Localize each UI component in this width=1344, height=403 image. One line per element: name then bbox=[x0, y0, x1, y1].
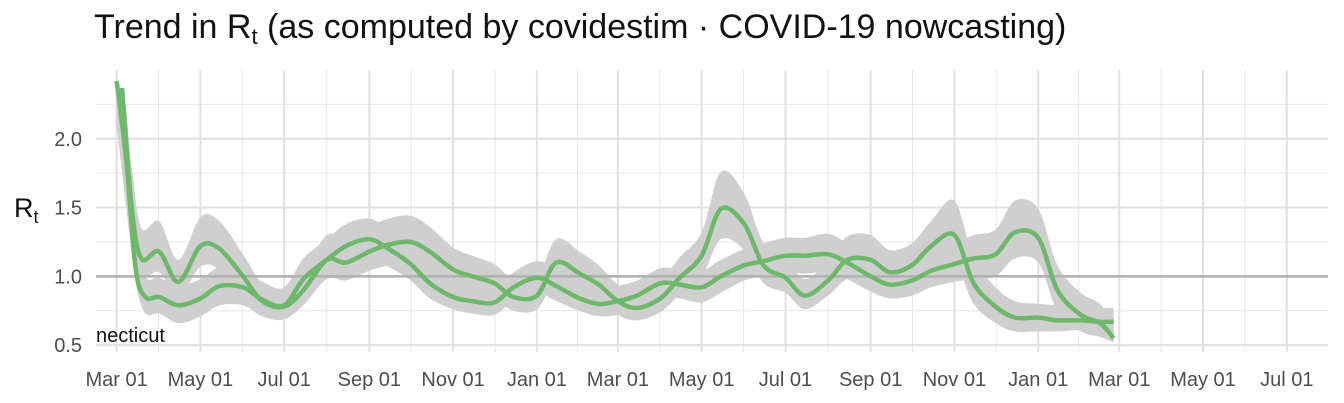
chart-title-subscript: t bbox=[251, 24, 258, 49]
x-tick-label: May 01 bbox=[1170, 369, 1236, 391]
x-tick-label: Nov 01 bbox=[421, 369, 484, 391]
x-tick-label: Jan 01 bbox=[1008, 369, 1068, 391]
x-tick-label: May 01 bbox=[669, 369, 735, 391]
y-tick-labels: 0.5 1.0 1.5 2.0 bbox=[54, 129, 82, 357]
x-tick-label: Sep 01 bbox=[338, 369, 401, 391]
y-tick-label: 1.0 bbox=[54, 266, 82, 288]
y-tick-label: 0.5 bbox=[54, 335, 82, 357]
chart-title-prefix: Trend in R bbox=[94, 8, 252, 46]
x-tick-label: Jul 01 bbox=[257, 369, 310, 391]
x-tick-label: Nov 01 bbox=[923, 369, 986, 391]
y-axis-label: Rt bbox=[14, 193, 39, 228]
series-line bbox=[114, 80, 1116, 340]
x-tick-labels: Mar 01 May 01 Jul 01 Sep 01 Nov 01 Jan 01 Mar … bbox=[85, 369, 1313, 391]
series-lines bbox=[114, 80, 1116, 340]
x-tick-label: Mar 01 bbox=[85, 369, 147, 391]
x-tick-label: Jan 01 bbox=[507, 369, 567, 391]
region-annotation: necticut bbox=[96, 325, 165, 347]
y-axis-label-main: R bbox=[14, 193, 34, 223]
x-tick-label: Mar 01 bbox=[1088, 369, 1150, 391]
x-tick-label: Mar 01 bbox=[587, 369, 649, 391]
x-tick-label: May 01 bbox=[168, 369, 234, 391]
x-tick-label: Jul 01 bbox=[759, 369, 812, 391]
x-tick-label: Sep 01 bbox=[839, 369, 902, 391]
y-axis-label-subscript: t bbox=[33, 207, 39, 227]
y-tick-label: 1.5 bbox=[54, 198, 82, 220]
x-tick-label: Jul 01 bbox=[1260, 369, 1313, 391]
chart-title: Trend in Rt (as computed by covidestim ·… bbox=[94, 8, 1066, 50]
y-tick-label: 2.0 bbox=[54, 129, 82, 151]
series-line bbox=[119, 87, 1114, 325]
grid-minor bbox=[96, 70, 1328, 352]
chart-title-suffix: (as computed by covidestim · COVID-19 no… bbox=[257, 8, 1067, 46]
confidence-band bbox=[122, 87, 1114, 332]
